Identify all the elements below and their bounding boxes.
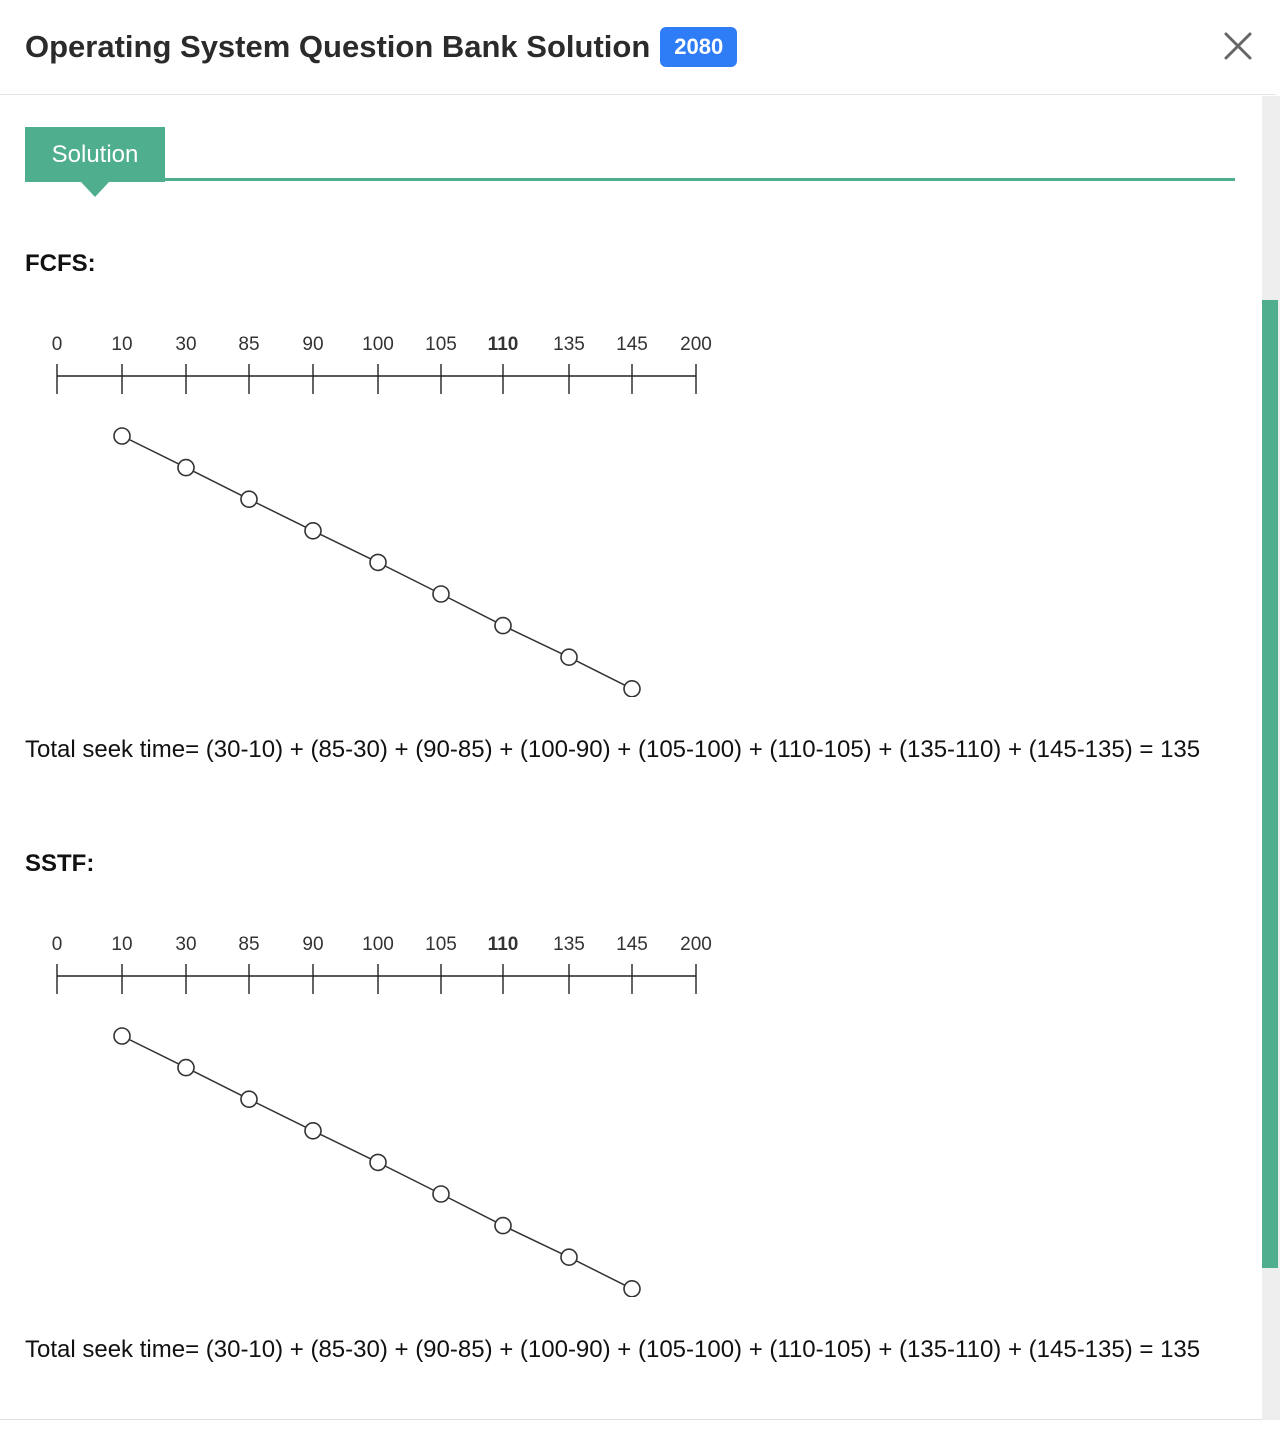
axis-tick-label: 145 [616,334,648,355]
modal-bottom-border [0,1419,1262,1420]
head-position-point [113,427,131,445]
axis-tick-label: 0 [52,334,63,355]
axis-tick-label: 110 [488,934,519,955]
modal-title: Operating System Question Bank Solution … [25,27,738,67]
head-position-point [369,553,387,572]
modal-header: Operating System Question Bank Solution … [0,0,1276,95]
head-position-point [560,648,578,667]
head-position-point [623,679,641,698]
head-position-point [432,1185,450,1203]
head-position-point [304,1122,322,1140]
tab-underline [25,178,1235,181]
tab-bar: Solution [25,127,1235,197]
head-position-point [304,522,322,540]
scrollbar-thumb[interactable] [1262,300,1278,1268]
head-position-point [240,490,258,508]
axis-tick-label: 10 [111,334,132,355]
fcfs-total-seek-time: Total seek time= (30-10) + (85-30) + (90… [25,736,1201,763]
axis-tick-label: 30 [175,934,196,955]
close-icon[interactable] [1220,28,1256,64]
axis-tick-label: 105 [425,934,457,955]
axis-tick-label: 100 [362,334,394,355]
axis-tick-label: 0 [52,934,63,955]
head-position-point [494,616,512,635]
fcfs-seek-svg: 0 10 30 85 90 100 105 110 135 145 200 [52,334,712,698]
head-position-point [177,1058,195,1077]
modal-title-text: Operating System Question Bank Solution [25,29,651,64]
axis-tick-label: 105 [425,334,457,355]
head-position-point [494,1216,512,1235]
sstf-seek-diagram: 0 10 30 85 90 100 105 110 135 145 200 [50,922,730,1302]
head-position-point [177,458,195,477]
axis-tick-label: 85 [238,334,259,355]
sstf-total-seek-time: Total seek time= (30-10) + (85-30) + (90… [25,1336,1201,1363]
head-position-point [560,1248,578,1267]
axis-tick-label: 90 [302,334,323,355]
sstf-seek-svg: 0 10 30 85 90 100 105 110 135 145 200 [52,934,712,1298]
head-position-point [113,1027,131,1045]
year-badge: 2080 [660,27,738,67]
axis-tick-label: 145 [616,934,648,955]
axis-tick-label: 135 [553,934,585,955]
axis-tick-label: 200 [680,334,712,355]
axis-tick-label: 110 [488,334,519,355]
tab-solution[interactable]: Solution [25,127,165,182]
axis-tick-label: 10 [111,934,132,955]
head-position-point [369,1153,387,1172]
axis-tick-label: 135 [553,334,585,355]
head-position-point [623,1279,641,1298]
axis-tick-label: 90 [302,934,323,955]
axis-tick-label: 30 [175,334,196,355]
tab-active-arrow [81,182,109,197]
head-position-point [240,1090,258,1108]
fcfs-seek-diagram: 0 10 30 85 90 100 105 110 135 145 200 [50,322,730,702]
head-position-point [432,585,450,603]
fcfs-heading: FCFS: [25,250,96,277]
sstf-heading: SSTF: [25,850,95,877]
axis-tick-label: 200 [680,934,712,955]
axis-tick-label: 85 [238,934,259,955]
axis-tick-label: 100 [362,934,394,955]
